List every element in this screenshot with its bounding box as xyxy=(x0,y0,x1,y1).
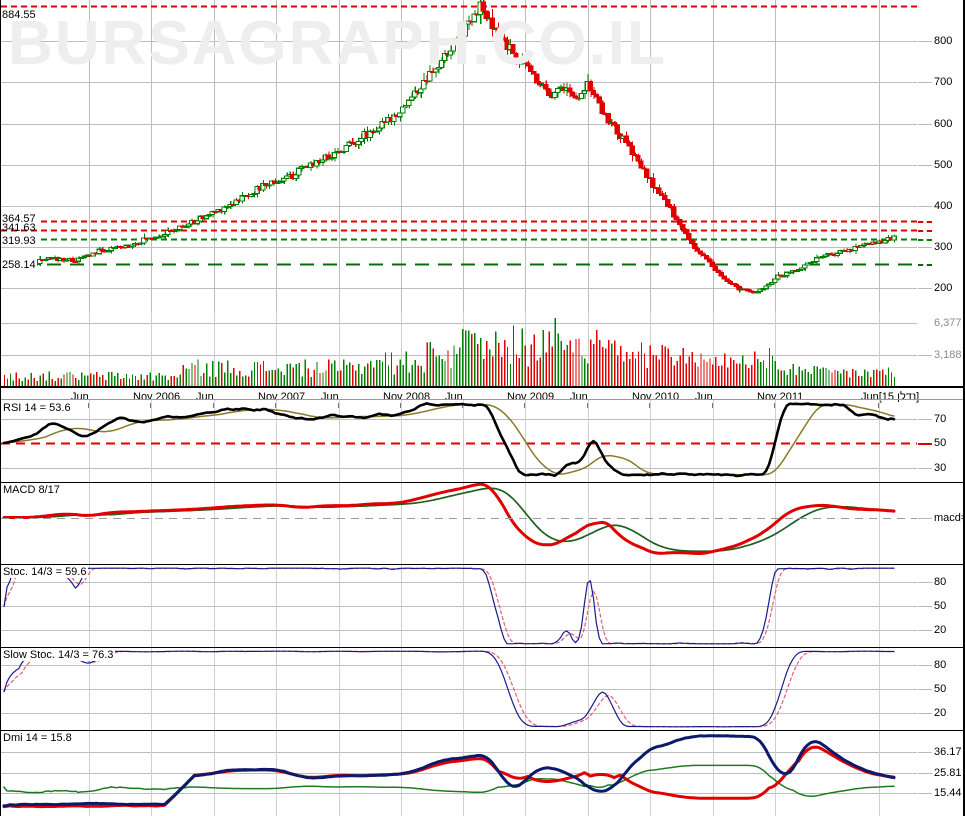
price-tag-g2: 258.14 xyxy=(1,259,37,271)
x-axis-tick-label: Jun xyxy=(71,391,89,403)
xaxis-frame-left xyxy=(0,386,1,408)
slow-stochastic-line-svg xyxy=(1,648,917,730)
volume-frame-left xyxy=(0,313,1,386)
rsi-panel: RSI 14 = 53.6 xyxy=(0,399,965,482)
macd-plot-area xyxy=(1,483,917,564)
dmi-title: Dmi 14 = 15.8 xyxy=(3,732,74,744)
stoch-separator xyxy=(0,564,965,565)
slow-stochastic-title: Slow Stoc. 14/3 = 76.3 xyxy=(3,649,116,661)
stoch-frame-left xyxy=(0,564,1,647)
rsi-separator xyxy=(0,399,965,400)
x-axis-tick-mark xyxy=(400,403,401,408)
slow-stochastic-panel: Slow Stoc. 14/3 = 76.3 xyxy=(0,647,965,730)
dmi-line-svg xyxy=(1,731,917,816)
price-tag-g1: 319.93 xyxy=(1,235,37,247)
x-axis-tick-label: Nov 2010 xyxy=(632,391,680,403)
stochastic-plot-area xyxy=(1,565,917,647)
price-panel: 884.55 364.57 341.63 319.93 258.14 xyxy=(0,0,965,313)
macd-frame-left xyxy=(0,482,1,564)
dmi-panel: Dmi 14 = 15.8 xyxy=(0,730,965,816)
x-axis-tick-label: Nov 2007 xyxy=(258,391,306,403)
x-axis-tick-label: Nov 2008 xyxy=(383,391,431,403)
x-axis-tick-mark xyxy=(88,403,89,408)
x-axis-tick-mark xyxy=(338,403,339,408)
macd-panel: MACD 8/17 xyxy=(0,482,965,564)
x-axis-tick-label: Nov 2011 xyxy=(757,391,804,403)
dmi-plot-area xyxy=(1,731,917,816)
x-axis-strip: Jun Nov 2006 Jun Nov 2007 Jun Nov 2008 Jun Nov … xyxy=(0,386,965,408)
rsi-title: RSI 14 = 53.6 xyxy=(3,402,73,414)
x-axis-tick-mark xyxy=(878,403,879,408)
dmi-separator xyxy=(0,730,965,731)
price-y-axis xyxy=(917,0,965,313)
price-tag-r1: 364.57 xyxy=(1,213,37,225)
sstoch-frame-left xyxy=(0,647,1,730)
x-axis-tick-mark xyxy=(462,403,463,408)
x-axis-tick-label: Jun xyxy=(321,391,339,403)
x-axis-tick-label: Jun xyxy=(445,391,463,403)
price-plot-area xyxy=(1,0,917,313)
x-axis-tick-label: Jun[15 נדלן] xyxy=(861,391,920,403)
x-axis-tick-mark xyxy=(150,403,151,408)
macd-line-svg xyxy=(1,483,917,564)
price-tag-r2: 341.63 xyxy=(2,222,36,234)
x-axis-tick-mark xyxy=(712,403,713,408)
x-axis-tick-mark xyxy=(213,403,214,408)
price-frame-left xyxy=(0,0,1,313)
price-tag-high: 884.55 xyxy=(1,9,37,21)
rsi-frame-left xyxy=(0,399,1,482)
stochastic-panel: Stoc. 14/3 = 59.6 xyxy=(0,564,965,647)
stochastic-line-svg xyxy=(1,565,917,647)
slow-stochastic-plot-area xyxy=(1,648,917,730)
x-axis-tick-mark xyxy=(275,403,276,408)
x-axis-tick-mark xyxy=(774,403,775,408)
x-axis-tick-mark xyxy=(587,403,588,408)
macd-title: MACD 8/17 xyxy=(3,484,62,496)
sstoch-separator xyxy=(0,647,965,648)
x-axis-tick-mark xyxy=(524,403,525,408)
rsi-line-svg xyxy=(1,400,917,482)
volume-bars-svg xyxy=(1,313,917,386)
x-axis-rule xyxy=(0,386,965,388)
x-axis-tick-label: Jun xyxy=(695,391,713,403)
price-candlestick-svg xyxy=(1,0,917,313)
rsi-plot-area xyxy=(1,400,917,482)
x-axis-tick-label: Jun xyxy=(570,391,588,403)
stochastic-title: Stoc. 14/3 = 59.6 xyxy=(3,566,89,578)
x-axis-tick-label: Nov 2009 xyxy=(507,391,555,403)
dmi-frame-left xyxy=(0,730,1,816)
x-axis-tick-mark xyxy=(649,403,650,408)
x-axis-tick-label: Nov 2006 xyxy=(133,391,181,403)
x-axis-tick-label: Jun xyxy=(196,391,214,403)
volume-plot-area xyxy=(1,313,917,386)
macd-separator xyxy=(0,482,965,483)
volume-panel xyxy=(0,313,965,386)
outer-frame-right xyxy=(963,0,965,816)
